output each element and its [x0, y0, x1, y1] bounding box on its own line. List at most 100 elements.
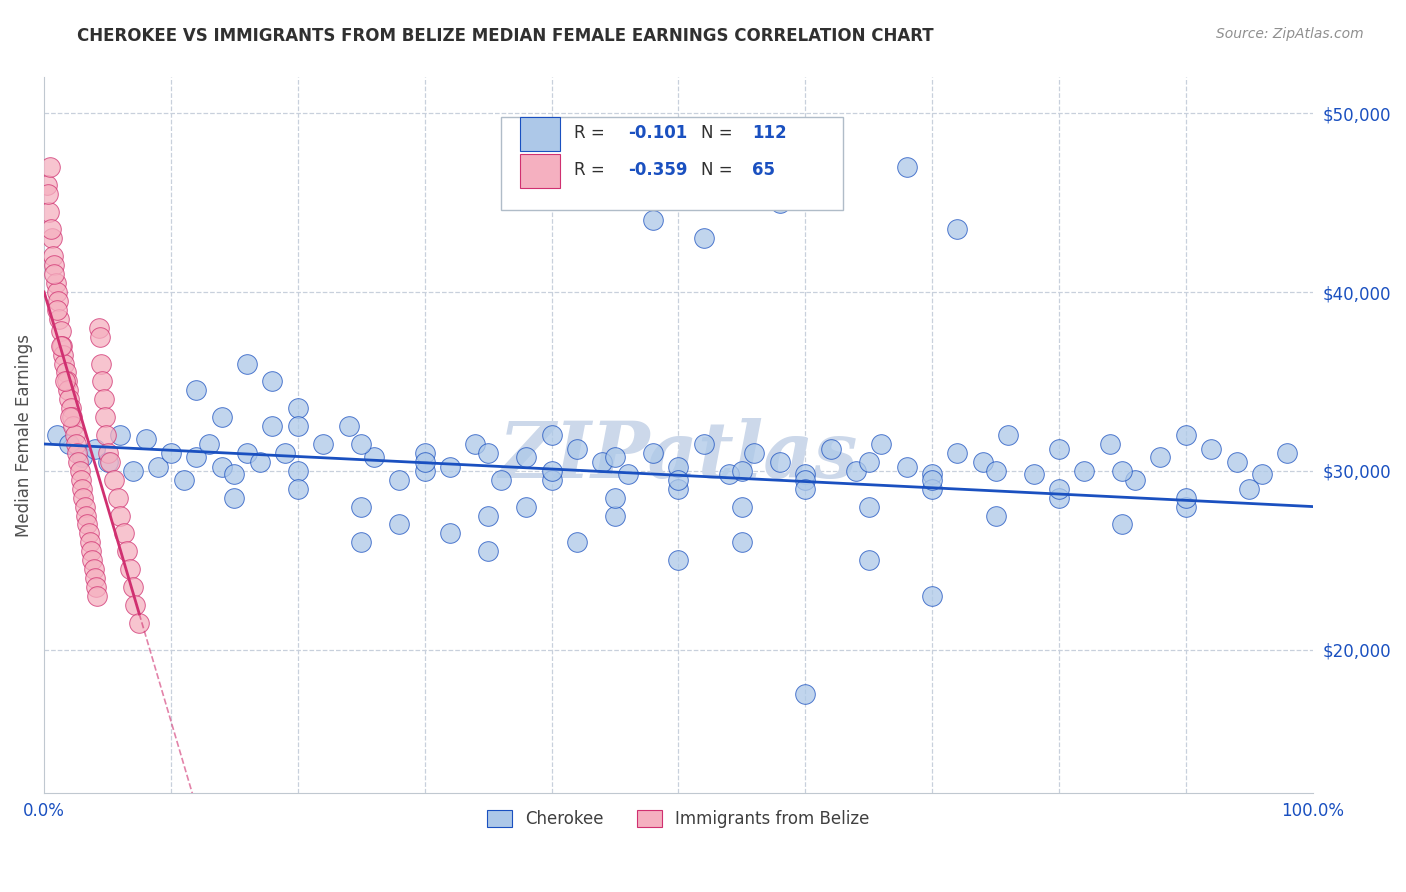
Point [1111, 464, 1133, 478]
Point [666, 482, 689, 496]
Point [388, 473, 411, 487]
Text: 65: 65 [752, 161, 775, 179]
Point [48, 311, 70, 326]
Point [65, 437, 87, 451]
Point [477, 446, 499, 460]
Point [693, 437, 716, 451]
Point [135, 432, 157, 446]
Point [122, 580, 145, 594]
Point [44, 258, 66, 272]
Point [769, 455, 792, 469]
Point [603, 450, 626, 464]
Point [731, 464, 754, 478]
Point [1149, 450, 1171, 464]
Point [53, 375, 76, 389]
FancyBboxPatch shape [520, 117, 561, 151]
Point [70, 482, 93, 496]
Point [1098, 437, 1121, 451]
Point [211, 460, 233, 475]
Point [42, 249, 65, 263]
Point [70, 473, 93, 487]
Point [858, 500, 880, 514]
Point [87, 320, 110, 334]
Point [1174, 428, 1197, 442]
Point [363, 450, 385, 464]
Point [39, 222, 62, 236]
Point [84, 580, 107, 594]
Point [51, 338, 73, 352]
Point [110, 508, 132, 523]
Point [820, 178, 842, 192]
Point [83, 571, 105, 585]
Point [148, 460, 170, 475]
Point [94, 410, 117, 425]
Point [224, 491, 246, 505]
Point [59, 410, 82, 425]
Point [186, 450, 208, 464]
Point [96, 455, 118, 469]
Point [464, 437, 486, 451]
Point [45, 285, 67, 299]
Point [1174, 500, 1197, 514]
Point [413, 464, 436, 478]
Point [921, 482, 943, 496]
Point [641, 446, 664, 460]
Point [72, 491, 94, 505]
Point [249, 455, 271, 469]
Point [63, 428, 86, 442]
Point [515, 500, 537, 514]
Point [1174, 491, 1197, 505]
Point [565, 442, 588, 457]
Point [287, 482, 309, 496]
Point [1047, 491, 1070, 505]
Point [1073, 464, 1095, 478]
Point [93, 392, 115, 407]
Point [1237, 482, 1260, 496]
Point [1199, 442, 1222, 457]
Point [896, 160, 918, 174]
Point [540, 464, 562, 478]
Point [77, 526, 100, 541]
Point [96, 446, 118, 460]
Point [591, 455, 613, 469]
Point [120, 562, 142, 576]
Point [96, 428, 118, 442]
FancyBboxPatch shape [501, 117, 844, 210]
Text: N =: N = [702, 161, 733, 179]
Point [540, 428, 562, 442]
Point [1225, 455, 1247, 469]
Point [56, 375, 79, 389]
Point [98, 455, 121, 469]
Point [794, 687, 817, 701]
Point [769, 195, 792, 210]
Point [1277, 446, 1299, 460]
Point [718, 467, 741, 482]
Point [62, 419, 84, 434]
Point [1123, 473, 1146, 487]
Point [515, 450, 537, 464]
Point [82, 553, 104, 567]
Point [603, 491, 626, 505]
Point [49, 324, 72, 338]
Point [984, 508, 1007, 523]
Point [83, 562, 105, 576]
Point [236, 446, 259, 460]
Point [66, 446, 89, 460]
Point [820, 442, 842, 457]
Point [41, 231, 63, 245]
Point [173, 473, 195, 487]
Point [1022, 467, 1045, 482]
Point [731, 500, 754, 514]
Point [75, 508, 97, 523]
Point [262, 419, 284, 434]
Point [58, 437, 80, 451]
Point [90, 357, 112, 371]
Point [413, 446, 436, 460]
Point [198, 437, 221, 451]
Text: N =: N = [702, 124, 733, 142]
Point [666, 473, 689, 487]
Point [388, 517, 411, 532]
FancyBboxPatch shape [520, 154, 561, 188]
Point [53, 357, 76, 371]
Text: Source: ZipAtlas.com: Source: ZipAtlas.com [1216, 27, 1364, 41]
